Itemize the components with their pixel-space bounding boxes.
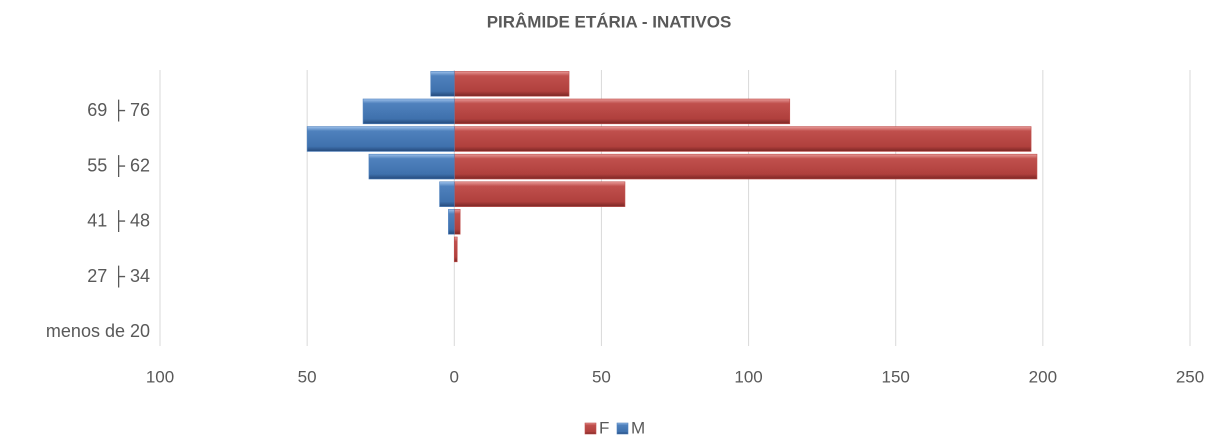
x-tick-label: 250 (1176, 367, 1204, 386)
bar (430, 71, 455, 97)
y-tick-label: 69 ├ 76 (87, 99, 150, 122)
bar (368, 153, 455, 180)
bar (453, 126, 1032, 152)
legend-label: F (599, 418, 609, 437)
x-tick-label: 50 (592, 367, 611, 386)
bar (453, 236, 458, 263)
x-tick-label: 200 (1029, 367, 1057, 386)
y-tick-label: 27 ├ 34 (87, 265, 150, 288)
bar (453, 181, 626, 207)
legend-label: M (631, 418, 645, 437)
x-tick-label: 150 (882, 367, 910, 386)
x-tick-label: 100 (734, 367, 762, 386)
y-tick-label: menos de 20 (46, 321, 150, 341)
x-tick-label: 100 (146, 367, 174, 386)
x-tick-label: 50 (298, 367, 317, 386)
legend-swatch (616, 422, 629, 435)
chart-title: PIRÂMIDE ETÁRIA - INATIVOS (487, 12, 732, 31)
bar (453, 153, 1038, 180)
bar (362, 98, 455, 125)
bar (453, 98, 791, 125)
bar (448, 209, 455, 235)
y-tick-label: 55 ├ 62 (87, 154, 150, 177)
bar (453, 209, 461, 235)
bar (453, 71, 570, 97)
bar (439, 181, 455, 207)
legend-swatch (584, 422, 597, 435)
x-tick-label: 0 (450, 367, 459, 386)
y-tick-label: 41 ├ 48 (87, 210, 150, 233)
bar (306, 126, 455, 152)
